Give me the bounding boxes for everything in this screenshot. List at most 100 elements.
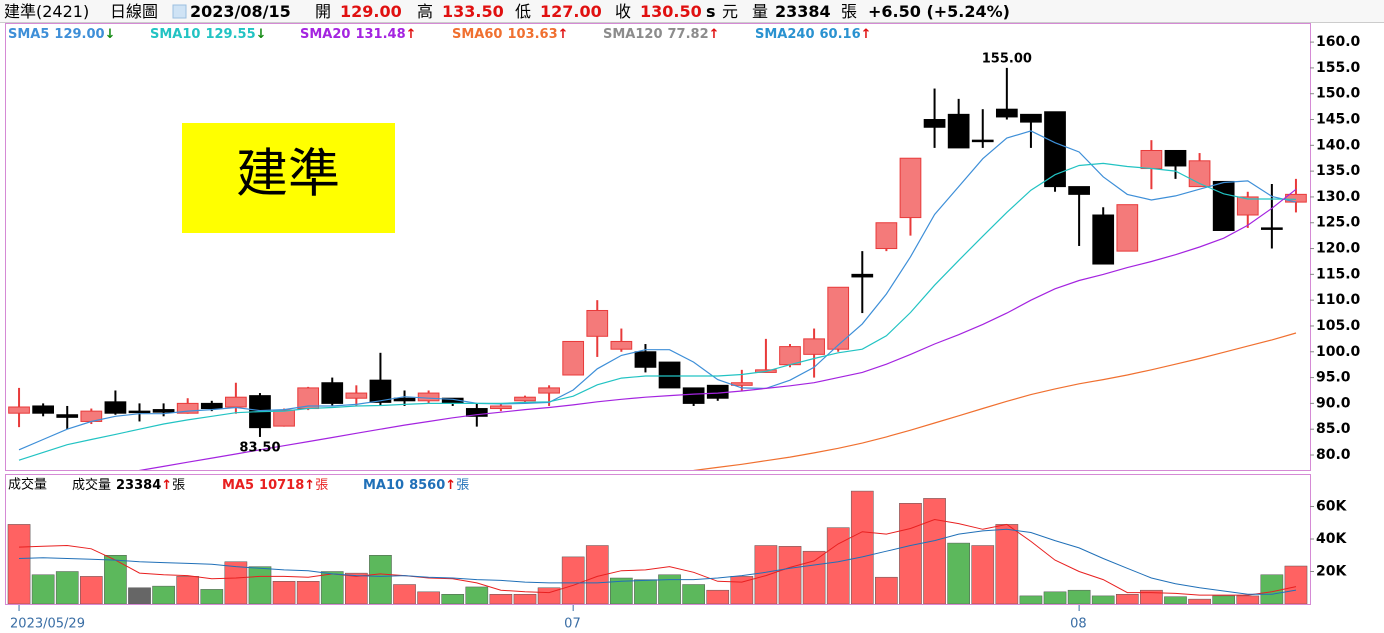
y-tick-label: 125.0 xyxy=(1316,215,1361,231)
candle-body xyxy=(1044,111,1066,188)
volume-bar xyxy=(152,585,175,604)
candle-body xyxy=(947,113,970,149)
volume-bar xyxy=(754,545,778,604)
volume-bar xyxy=(682,584,705,604)
ma-line xyxy=(693,332,1297,470)
volume-bar xyxy=(489,594,513,604)
legend-item: MA5 10718↑張 xyxy=(222,478,328,493)
candle-body xyxy=(562,340,585,376)
header-text: 建準(2421) 日線圖 2023/08/15 開 129.00 高 133.50 低 127.… xyxy=(4,2,1010,21)
y-tick-label: 105.0 xyxy=(1316,318,1361,334)
y-tick-label: 155.0 xyxy=(1316,60,1361,76)
candle-body xyxy=(610,340,633,350)
y-tick-label: 90.0 xyxy=(1316,395,1351,411)
volume-bar xyxy=(537,587,561,604)
volume-bar xyxy=(79,576,103,604)
candle-body xyxy=(393,397,416,402)
candle-body xyxy=(1116,204,1139,252)
header-item: 收 xyxy=(615,2,631,21)
candle-body xyxy=(273,409,295,427)
candle-body xyxy=(8,406,30,414)
calendar-icon[interactable] xyxy=(172,4,187,19)
x-tick-label: 2023/05/29 xyxy=(10,617,85,632)
y-tick-label: 80.0 xyxy=(1316,447,1351,463)
legend-value: 129.55 xyxy=(205,27,255,42)
header-item: s xyxy=(706,2,716,21)
annotation: 83.50 xyxy=(239,440,280,455)
y-tick-label: 140.0 xyxy=(1316,137,1361,153)
y-tick-label: 135.0 xyxy=(1316,163,1361,179)
y-tick-label: 20K xyxy=(1316,564,1347,580)
legend-item: SMA20 131.48↑ xyxy=(300,27,417,42)
volume-bar xyxy=(610,577,633,604)
volume-bar xyxy=(730,576,754,604)
legend-item: MA10 8560↑張 xyxy=(363,478,469,493)
candle-body xyxy=(225,396,247,408)
legend-value: 10718 xyxy=(259,478,304,493)
candle-body xyxy=(128,410,151,414)
volume-bar xyxy=(1212,595,1236,604)
legend-value: 103.63 xyxy=(507,27,557,42)
volume-bar xyxy=(417,591,440,604)
candle-body xyxy=(658,361,681,389)
candle-body xyxy=(827,286,850,350)
volume-bar xyxy=(947,542,970,604)
volume-bar xyxy=(1284,565,1308,604)
legend-name: SMA60 xyxy=(452,27,502,42)
candle-body xyxy=(586,309,609,337)
header-item: 127.00 xyxy=(540,2,602,21)
y-tick-label: 100.0 xyxy=(1316,344,1361,360)
legend-trend: ↑ xyxy=(161,478,172,493)
volume-bar xyxy=(1140,589,1163,604)
legend-value: 23384 xyxy=(116,478,161,493)
volume-bar xyxy=(55,571,79,604)
panel-title: 成交量 xyxy=(8,477,47,493)
volume-bar xyxy=(320,571,344,604)
volume-bar xyxy=(995,524,1019,604)
volume-bar xyxy=(1091,595,1115,604)
candle-body xyxy=(1261,227,1283,230)
volume-bar xyxy=(7,524,31,604)
legend-trend: ↑ xyxy=(861,27,872,42)
header-item: 日線圖 xyxy=(110,2,158,21)
volume-bar xyxy=(296,581,320,604)
legend-trend: ↑ xyxy=(445,478,456,493)
volume-bar xyxy=(200,589,224,604)
candle-body xyxy=(345,392,368,399)
candle-body xyxy=(104,401,127,414)
volume-bar xyxy=(658,574,681,604)
legend-trend: ↑ xyxy=(406,27,417,42)
annotation: 155.00 xyxy=(982,51,1032,66)
header-item: 高 xyxy=(417,2,433,21)
legend-unit: 張 xyxy=(315,478,328,493)
legend-name: MA5 xyxy=(222,478,254,493)
candle-body xyxy=(1164,149,1187,167)
volume-bar xyxy=(1019,595,1043,604)
legend-name: SMA120 xyxy=(603,27,663,42)
volume-bar xyxy=(369,555,392,604)
ma-line xyxy=(18,528,1297,595)
volume-bar xyxy=(104,555,127,604)
header-item: 低 xyxy=(515,2,531,21)
legend-item: SMA120 77.82↑ xyxy=(603,27,720,42)
header-item: 129.00 xyxy=(340,2,402,21)
legend-unit: 張 xyxy=(456,478,469,493)
candle-body xyxy=(417,392,440,402)
volume-bar xyxy=(802,550,826,604)
candle-body xyxy=(779,346,801,366)
candle-body xyxy=(923,119,946,128)
legend-trend: ↓ xyxy=(105,27,116,42)
header-item: 量 xyxy=(752,2,768,21)
header-item: 建準(2421) xyxy=(4,2,89,21)
legend-item: 成交量 23384↑張 xyxy=(72,477,185,493)
header-item: 130.50 xyxy=(640,2,702,21)
volume-bar xyxy=(561,556,585,604)
volume-bar xyxy=(826,527,850,604)
legend-item: SMA60 103.63↑ xyxy=(452,27,569,42)
candle-body xyxy=(538,387,560,394)
legend-value: 8560 xyxy=(409,478,445,493)
candle-body xyxy=(152,409,175,413)
volume-panel xyxy=(5,474,1311,605)
volume-bar xyxy=(248,566,272,604)
candle-body xyxy=(1188,160,1211,188)
